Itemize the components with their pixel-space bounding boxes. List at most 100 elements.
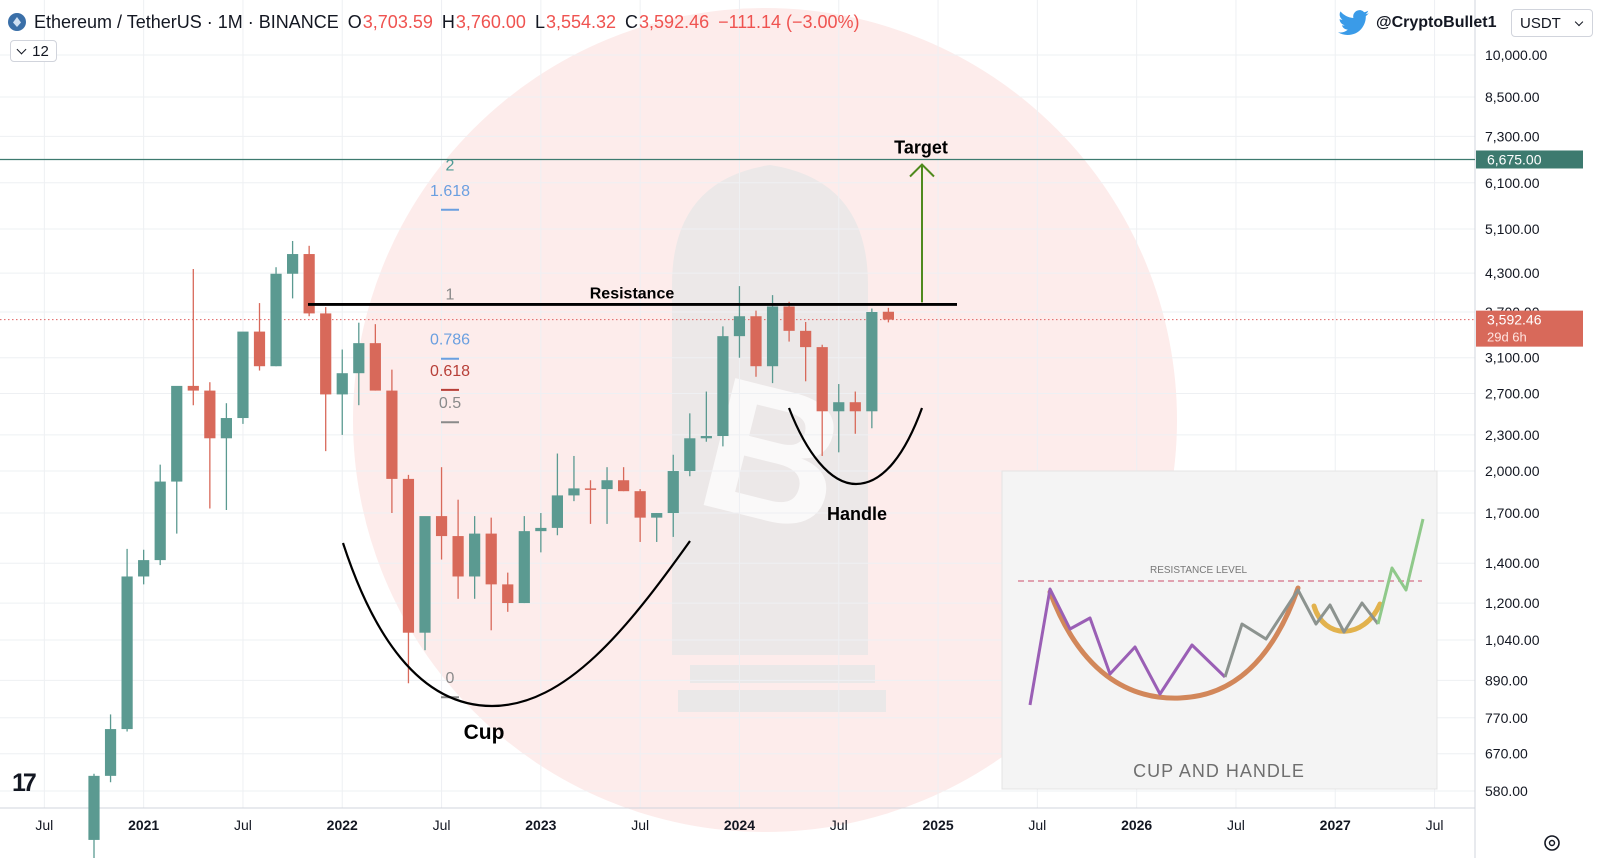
candle-body [551,495,563,528]
candle-body [833,402,845,412]
candle [469,516,481,599]
candle-body [469,533,481,577]
fib-level-label: 2 [446,157,455,174]
candle [435,467,448,560]
candle [287,240,299,299]
price-tick-label: 1,040.00 [1485,632,1540,648]
watermark-base-top [690,665,875,683]
candle [684,413,696,477]
handle-label: Handle [827,504,887,524]
symbol-title[interactable]: Ethereum / TetherUS · 1M · BINANCE [34,11,339,32]
indicators-toggle-button[interactable]: 12 [10,40,57,62]
time-tick-label: 2026 [1121,817,1152,833]
candle [700,391,712,442]
inset-resistance-label: RESISTANCE LEVEL [1150,565,1248,576]
candle-body [717,336,729,437]
target-label: Target [894,137,948,157]
candle [386,369,398,514]
candle [104,714,117,783]
currency-select[interactable]: USDT [1511,9,1593,37]
candle-body [353,343,365,374]
pattern-curves [308,163,957,708]
current-price-badge-text: 3,592.46 [1487,312,1542,328]
time-tick-label: Jul [631,817,649,833]
candles [88,240,894,858]
candle [717,326,729,447]
inset-price-path-2 [1223,588,1380,678]
candle-body [766,306,779,367]
candle-body [154,481,166,561]
settings-icon-center[interactable] [1548,839,1556,847]
time-tick-label: 2021 [128,817,159,833]
candle-body [601,480,613,490]
candle-body [568,488,580,496]
fib-levels: 2 1.618 1 0.786 0.618 0.5 0 [430,157,470,699]
inset-title: CUP AND HANDLE [1133,761,1305,781]
price-tick-label: 7,300.00 [1485,128,1540,144]
settings-icon[interactable] [1544,835,1560,851]
candle-body [220,418,232,439]
target-price-badge-text: 6,675.00 [1487,151,1542,167]
time-tick-label: Jul [234,817,252,833]
candle-body [171,385,183,482]
candle [866,308,878,429]
cup-label: Cup [464,721,505,744]
candle [253,303,266,371]
price-tick-label: 2,700.00 [1485,385,1540,401]
price-badges: 6,675.00 3,592.46 29d 6h [1476,150,1583,347]
candle-body [104,729,117,776]
time-tick-label: 2025 [922,817,953,833]
settings-icon-ring[interactable] [1544,835,1560,851]
price-tick-label: 5,100.00 [1485,221,1540,237]
annotations: Resistance Target Cup Handle [464,137,948,744]
currency-value: USDT [1520,14,1561,32]
symbol-header: Ethereum / TetherUS · 1M · BINANCE O 3,70… [8,10,860,34]
candle-body [336,373,348,395]
candle-body [634,491,646,518]
time-tick-label: Jul [35,817,53,833]
time-axis: Jul 2021 Jul 2022 Jul 2023 Jul 2024 Jul 2025 Jul 20… [35,817,1443,833]
candle [833,384,845,453]
candle-body [750,316,762,367]
candle [220,403,232,511]
chevron-down-icon [16,44,27,54]
time-tick-label: 2027 [1320,817,1351,833]
price-tick-label: 770.00 [1485,710,1528,726]
resistance-label: Resistance [590,285,675,302]
chevron-down-icon [1574,17,1584,27]
candle [138,549,150,585]
price-change: −111.14 (−3.00%) [718,11,860,32]
candle-body [866,312,878,412]
price-tick-label: 890.00 [1485,672,1528,688]
ethereum-logo-icon [8,13,26,31]
twitter-handle-text: @CryptoBullet1 [1376,14,1497,31]
handle-curve [787,407,924,486]
candle-body [320,313,332,395]
open-value: 3,703.59 [362,11,433,32]
candle-body [849,402,861,412]
candle-body [584,488,597,490]
candle-body [535,527,547,532]
watermark-base-bottom [678,690,886,712]
candle [369,324,381,391]
price-tick-label: 670.00 [1485,746,1528,762]
candle [336,349,348,435]
candle [419,516,431,651]
candle [584,480,597,524]
countdown-text: 29d 6h [1487,330,1527,345]
candle-body [287,254,299,274]
tradingview-logo: 17 [12,769,39,797]
candle-body [121,576,133,730]
candle [651,513,663,542]
open-label: O [347,11,362,32]
candle-body [800,330,812,348]
low-label: L [534,11,545,32]
candle-body [187,385,199,391]
price-tick-label: 1,700.00 [1485,505,1540,521]
time-tick-label: Jul [1028,817,1046,833]
candle-body [138,560,150,577]
indicator-count: 12 [32,42,49,60]
candle [783,301,795,342]
